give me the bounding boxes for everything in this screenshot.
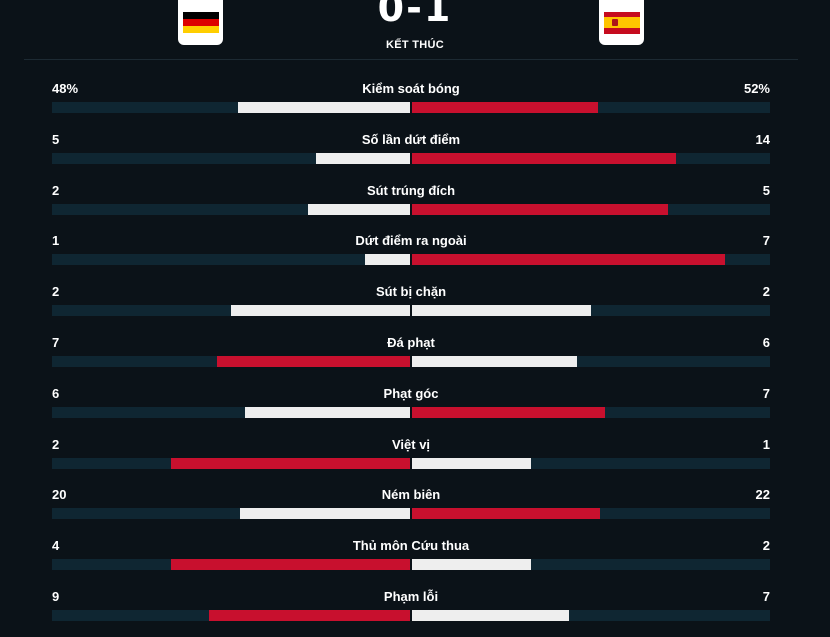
away-stat-value: 7 <box>762 233 770 249</box>
spain-flag-icon <box>603 11 640 34</box>
away-stat-bar <box>412 559 531 571</box>
home-team-flag-card[interactable] <box>178 0 223 45</box>
stat-label: Ném biên <box>381 487 441 503</box>
header-divider <box>24 59 798 60</box>
stat-label: Số lần dứt điểm <box>361 131 461 147</box>
stat-row: 2 Sút bị chặn 2 <box>52 284 770 328</box>
stat-row: 20 Ném biên 22 <box>52 487 770 531</box>
stat-row: 6 Phạt góc 7 <box>52 386 770 430</box>
stat-row: 9 Phạm lỗi 7 <box>52 589 770 633</box>
away-stat-bar <box>412 356 577 367</box>
home-stat-bar <box>231 305 410 317</box>
home-stat-value: 4 <box>52 538 60 554</box>
home-stat-bar <box>308 203 410 215</box>
home-stat-value: 2 <box>52 436 60 452</box>
home-stat-value: 2 <box>52 284 60 300</box>
stat-label: Thủ môn Cứu thua <box>352 538 470 554</box>
away-stat-value: 2 <box>762 538 770 554</box>
stat-bar-center-divider <box>410 559 412 571</box>
home-stat-bar <box>245 406 410 418</box>
stat-bar-center-divider <box>410 305 412 317</box>
away-stat-value: 22 <box>755 487 770 503</box>
stat-label: Sút bị chặn <box>375 284 447 300</box>
home-stat-bar <box>171 457 410 469</box>
stat-bar-center-divider <box>410 356 412 367</box>
stat-row: 7 Đá phạt 6 <box>52 335 770 379</box>
away-stat-value: 7 <box>762 589 770 604</box>
stat-bar-center-divider <box>410 610 412 621</box>
away-stat-bar <box>412 102 598 113</box>
stat-bar-center-divider <box>410 406 412 418</box>
match-score: 0-1 <box>377 0 453 30</box>
home-stat-value: 6 <box>52 385 60 401</box>
home-stat-bar <box>240 508 410 520</box>
stat-label: Dứt điểm ra ngoài <box>355 233 467 249</box>
stat-row: 1 Dứt điểm ra ngoài 7 <box>52 233 770 277</box>
match-status: KẾT THÚC <box>385 39 444 51</box>
stat-label: Đá phạt <box>387 335 435 350</box>
away-stat-value: 52% <box>743 81 770 96</box>
stat-label: Phạt góc <box>383 385 439 401</box>
away-stat-bar <box>412 254 725 266</box>
stat-bar-center-divider <box>410 152 412 164</box>
home-stat-bar <box>171 559 410 571</box>
stat-bar-center-divider <box>410 254 412 266</box>
home-stat-value: 2 <box>52 182 60 198</box>
away-stat-bar <box>412 406 605 418</box>
match-header: 0-1 KẾT THÚC <box>0 0 830 60</box>
away-stat-value: 7 <box>762 385 770 401</box>
away-team-flag-card[interactable] <box>599 0 644 45</box>
stat-label: Việt vị <box>391 436 431 452</box>
home-stat-bar <box>365 254 410 266</box>
away-stat-bar <box>412 305 591 317</box>
stat-row: 2 Sút trúng đích 5 <box>52 183 770 227</box>
stat-bar-center-divider <box>410 102 412 113</box>
home-stat-bar <box>316 152 410 164</box>
stat-row: 48% Kiểm soát bóng 52% <box>52 81 770 125</box>
away-stat-bar <box>412 610 569 621</box>
stat-bar-center-divider <box>410 508 412 520</box>
home-stat-value: 9 <box>52 589 60 604</box>
stat-bar-center-divider <box>410 203 412 215</box>
away-stat-bar <box>412 203 668 215</box>
stat-row: 5 Số lần dứt điểm 14 <box>52 132 770 176</box>
stat-label: Kiểm soát bóng <box>362 81 460 96</box>
home-stat-bar <box>238 102 410 113</box>
germany-flag-icon <box>182 11 219 34</box>
away-stat-value: 2 <box>762 284 770 300</box>
home-stat-value: 5 <box>52 131 60 147</box>
away-stat-value: 5 <box>762 182 770 198</box>
home-stat-bar <box>217 356 410 367</box>
away-stat-value: 14 <box>755 131 770 147</box>
stat-label: Sút trúng đích <box>366 182 456 198</box>
stat-row: 2 Việt vị 1 <box>52 437 770 481</box>
stat-bar-center-divider <box>410 457 412 469</box>
home-stat-value: 48% <box>52 81 79 96</box>
stat-label: Phạm lỗi <box>383 589 439 604</box>
away-stat-value: 6 <box>762 335 770 350</box>
away-stat-bar <box>412 508 600 520</box>
home-stat-value: 7 <box>52 335 60 350</box>
home-stat-value: 1 <box>52 233 60 249</box>
away-stat-bar <box>412 457 531 469</box>
away-stat-value: 1 <box>762 436 770 452</box>
home-stat-value: 20 <box>52 487 67 503</box>
away-stat-bar <box>412 152 676 164</box>
home-stat-bar <box>209 610 410 621</box>
stat-row: 4 Thủ môn Cứu thua 2 <box>52 538 770 582</box>
